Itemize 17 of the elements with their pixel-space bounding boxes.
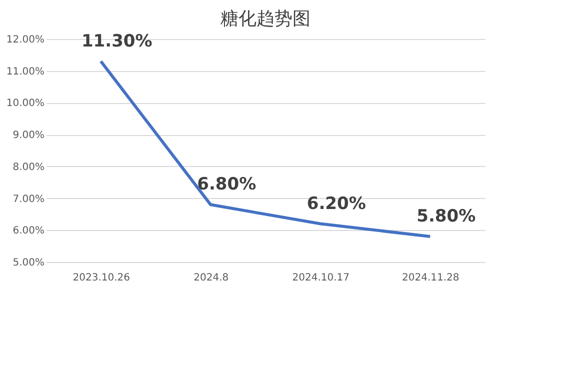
y-tick-label: 9.00% bbox=[12, 130, 44, 142]
data-label: 6.80% bbox=[197, 174, 256, 195]
x-tick-label: 2024.11.28 bbox=[402, 272, 460, 284]
y-tick-label: 10.00% bbox=[6, 98, 44, 110]
data-label: 11.30% bbox=[81, 31, 152, 52]
data-label: 6.20% bbox=[306, 194, 366, 214]
y-tick-label: 12.00% bbox=[6, 34, 44, 46]
x-tick-label: 2024.8 bbox=[194, 272, 229, 284]
y-tick-label: 6.00% bbox=[12, 226, 44, 237]
y-tick-label: 7.00% bbox=[12, 194, 44, 205]
y-tick-label: 5.00% bbox=[12, 258, 44, 268]
y-tick-label: 8.00% bbox=[12, 162, 44, 173]
x-tick-label: 2023.10.26 bbox=[72, 272, 130, 284]
chart-title: 糖化趋势图 bbox=[220, 8, 310, 30]
y-tick-label: 11.00% bbox=[6, 66, 44, 78]
data-label: 5.80% bbox=[416, 206, 476, 227]
x-tick-label: 2024.10.17 bbox=[292, 272, 350, 284]
